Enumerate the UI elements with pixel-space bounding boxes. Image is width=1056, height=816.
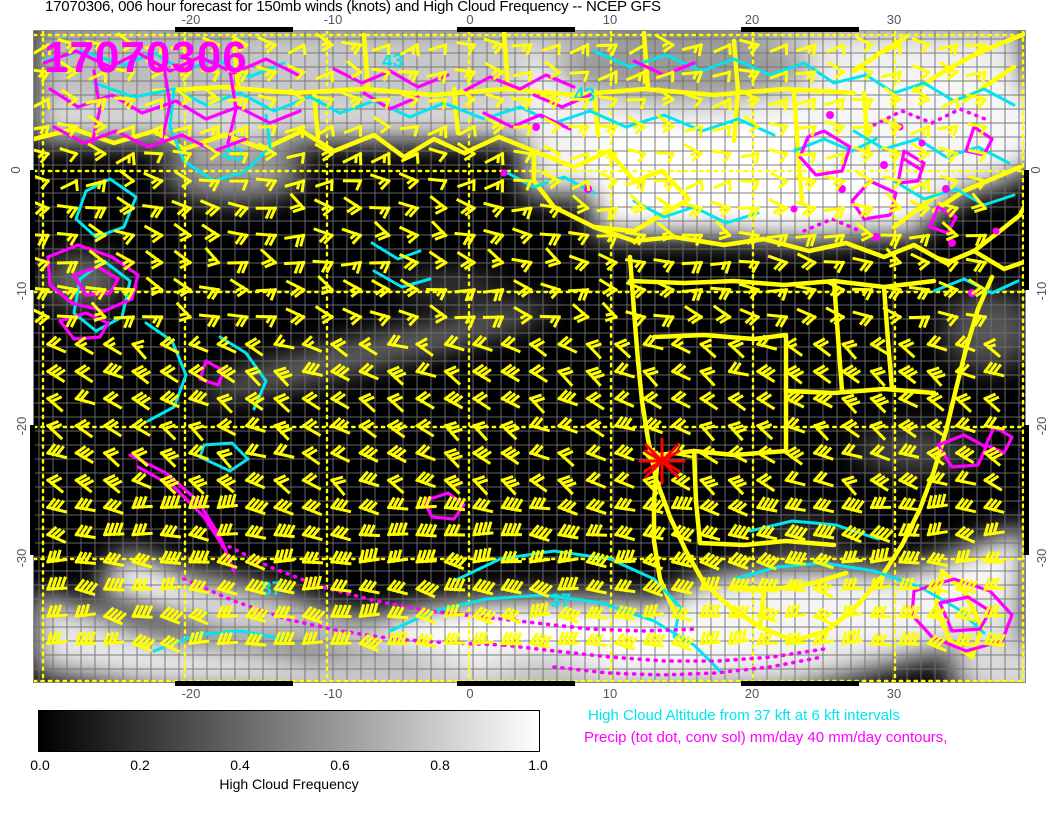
xtick-top-0: -20 [181,12,201,27]
ytick-left-1: -10 [13,281,29,301]
right-tick-seg-1 [1024,170,1029,290]
xtick-bot-0: -20 [181,686,201,701]
xtick-top-5: 30 [886,12,902,27]
contour-label-43-b: 43 [222,145,243,166]
xtick-bot-3: 10 [602,686,618,701]
ytick-right-0: 0 [1028,166,1044,174]
station-marker-asterisk[interactable] [34,31,1026,683]
bot-tick-seg-2 [457,681,575,686]
xtick-bot-4: 20 [744,686,760,701]
xtick-bot-1: -10 [323,686,343,701]
map-plot-area[interactable]: 43 43 43 37 37 [33,30,1026,683]
ytick-right-2: -20 [1033,416,1049,436]
colorbar-tick-2: 0.4 [230,757,250,773]
xtick-top-1: -10 [323,12,343,27]
xtick-bot-2: 0 [466,686,474,701]
colorbar-tick-0: 0.0 [30,757,50,773]
bot-tick-seg-1 [175,681,293,686]
ytick-right-1: -10 [1033,281,1049,301]
xtick-top-2: 0 [466,12,474,27]
ytick-left-0: 0 [8,166,24,174]
legend-precip: Precip (tot dot, conv sol) mm/day 40 mm/… [584,729,948,746]
ytick-left-2: -20 [13,416,29,436]
xtick-bot-5: 30 [886,686,902,701]
colorbar-label: High Cloud Frequency [219,776,359,792]
ytick-left-3: -30 [13,548,29,568]
date-stamp-overlay: 17070306 [44,33,248,82]
xtick-top-3: 10 [602,12,618,27]
right-tick-seg-2 [1024,425,1029,555]
page-title: 17070306, 006 hour forecast for 150mb wi… [45,0,661,15]
colorbar-tick-3: 0.6 [330,757,350,773]
legend-cloud-altitude: High Cloud Altitude from 37 kft at 6 kft… [588,707,900,724]
contour-label-43-a: 43 [382,51,403,72]
map-canvas: 43 43 43 37 37 [34,31,1025,682]
top-tick-seg-1 [175,27,293,32]
left-tick-seg-2 [30,425,35,555]
colorbar[interactable] [38,710,540,752]
colorbar-tick-5: 1.0 [528,757,548,773]
bot-tick-seg-3 [741,681,859,686]
xtick-top-4: 20 [744,12,760,27]
left-tick-seg-1 [30,170,35,290]
top-tick-seg-3 [741,27,859,32]
colorbar-tick-1: 0.2 [130,757,150,773]
ytick-right-3: -30 [1033,548,1049,568]
colorbar-tick-4: 0.8 [430,757,450,773]
top-tick-seg-2 [457,27,575,32]
